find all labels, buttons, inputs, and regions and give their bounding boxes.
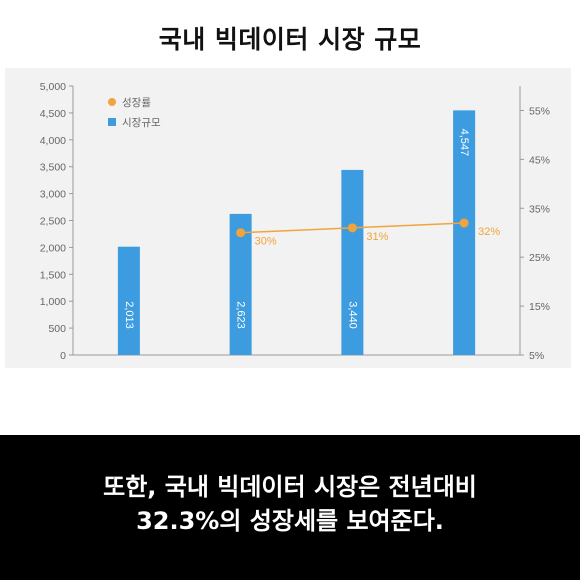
legend-marker-growth [108, 98, 116, 106]
y-tick-label: 2,500 [40, 216, 66, 228]
y-tick-label: 0 [60, 350, 66, 362]
y2-tick-label: 25% [529, 252, 550, 264]
growth-rate-point [236, 228, 246, 238]
legend-label: 성장률 [122, 97, 151, 109]
bar [229, 213, 252, 355]
y2-tick-label: 45% [529, 154, 550, 166]
growth-rate-label: 30% [255, 236, 277, 248]
caption-line-1: 또한, 국내 빅데이터 시장은 전년대비 [103, 473, 477, 501]
y-tick-label: 3,000 [40, 189, 66, 201]
bar [341, 169, 364, 355]
legend-marker-market [108, 118, 116, 126]
y-tick-label: 1,500 [40, 269, 66, 281]
chart-card: 국내 빅데이터 시장 규모 0 500 1,000 1,500 2,000 2,500 3,… [5, 25, 571, 368]
chart-svg: 0 500 1,000 1,500 2,000 2,500 3,000 3,500 4,000 4… [40, 81, 550, 362]
y-tick-label: 4,500 [40, 108, 66, 120]
chart-area: 0 500 1,000 1,500 2,000 2,500 3,000 3,500 4,000 4… [5, 68, 571, 368]
caption-line-2: 32.3%의 성장세를 보여준다. [136, 507, 444, 535]
bar-value-label: 3,440 [346, 301, 358, 329]
y-tick-label: 5,000 [40, 81, 66, 93]
y2-tick-label: 5% [529, 350, 544, 362]
growth-rate-point [459, 218, 469, 228]
growth-rate-label: 31% [366, 231, 388, 243]
growth-rate-label: 32% [478, 226, 500, 238]
y-tick-label: 2,000 [40, 242, 66, 254]
y-tick-label: 3,500 [40, 162, 66, 174]
y-tick-label: 4,000 [40, 135, 66, 147]
bar [453, 110, 476, 355]
caption-panel: 또한, 국내 빅데이터 시장은 전년대비 32.3%의 성장세를 보여준다. [0, 435, 580, 580]
y2-tick-label: 55% [529, 105, 550, 117]
legend-label: 시장규모 [122, 117, 161, 129]
bar-value-label: 4,547 [458, 129, 470, 157]
growth-rate-point [347, 223, 357, 233]
y-tick-label: 500 [48, 323, 66, 335]
bar-value-label: 2,013 [123, 301, 135, 329]
bar-value-label: 2,623 [235, 301, 247, 329]
y2-tick-label: 15% [529, 301, 550, 313]
y-tick-label: 1,000 [40, 296, 66, 308]
chart-title: 국내 빅데이터 시장 규모 [158, 25, 422, 54]
y2-tick-label: 35% [529, 203, 550, 215]
bar [117, 246, 140, 355]
